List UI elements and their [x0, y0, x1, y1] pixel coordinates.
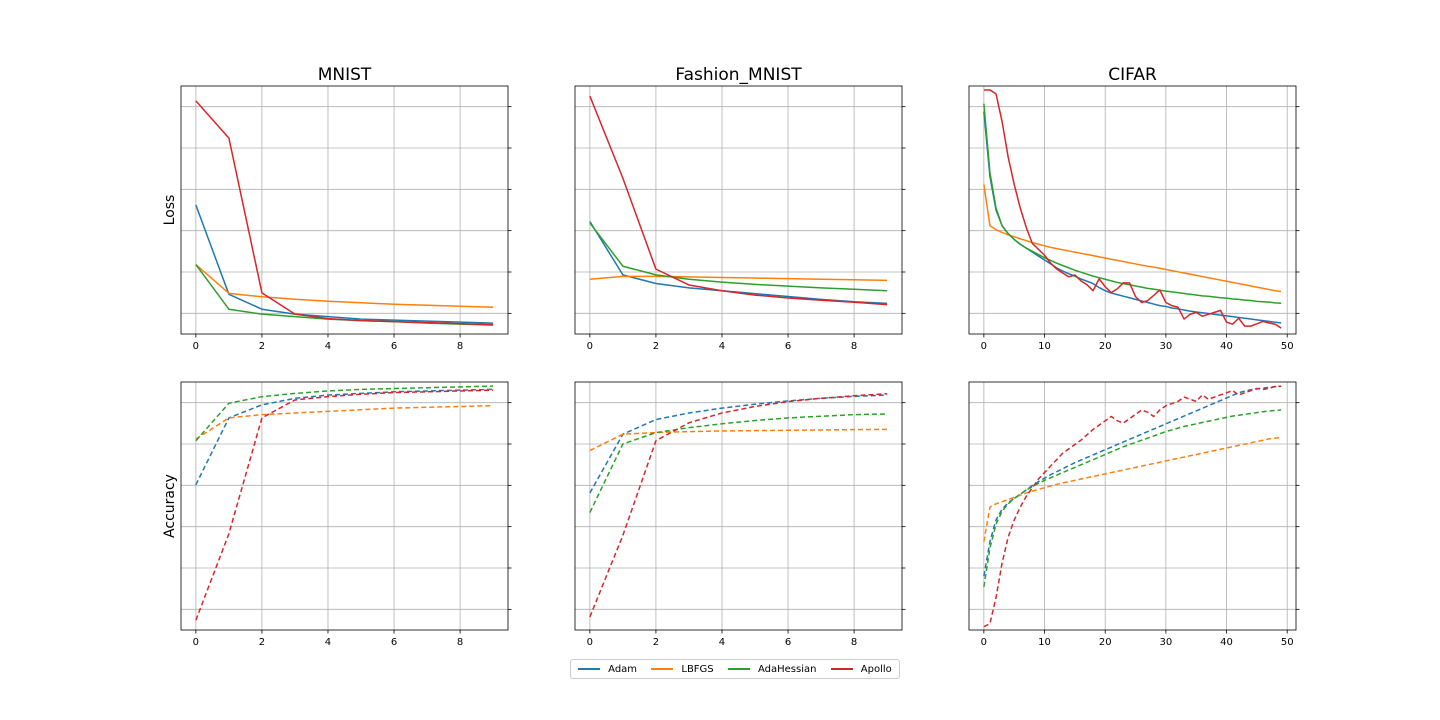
x-tick-label: 40: [1220, 341, 1233, 352]
legend-swatch-lbfgs: [651, 668, 674, 670]
legend-entry-adam: Adam: [578, 664, 637, 675]
title-mnist: MNIST: [318, 65, 372, 85]
legend-swatch-apollo: [830, 668, 853, 670]
x-tick-label: 10: [1038, 637, 1051, 648]
panel-fashion-mnist-loss: 0 2 4 6 8: [574, 85, 906, 352]
legend-entry-lbfgs: LBFGS: [651, 663, 714, 675]
panel-mnist-accuracy: 0 2 4 6 8: [180, 381, 512, 648]
series-line-adahessian-accuracy: [195, 385, 494, 442]
x-tick-label: 2: [653, 341, 659, 352]
legend-label-apollo: Apollo: [860, 663, 892, 675]
x-tick-label: 10: [1038, 341, 1051, 352]
legend-swatch-adam: [578, 668, 601, 670]
series-line-lbfgs-loss: [195, 263, 494, 308]
panel-cifar-accuracy: 0 10 20 30 40 50: [968, 381, 1300, 648]
x-tick-label: 6: [785, 637, 791, 648]
axes-frame: [968, 381, 1297, 631]
x-tick-label: 8: [851, 341, 857, 352]
series-line-lbfgs-accuracy: [195, 404, 494, 440]
x-tick-label: 0: [587, 341, 593, 352]
series-line-adahessian-loss: [983, 103, 1282, 305]
series-line-apollo-loss: [589, 95, 888, 306]
legend-swatch-adahessian: [727, 668, 750, 670]
legend-label-lbfgs: LBFGS: [681, 663, 714, 675]
axes-frame: [574, 381, 903, 631]
legend-label-adam: Adam: [608, 663, 638, 675]
x-tick-label: 50: [1281, 341, 1294, 352]
series-line-apollo-accuracy: [983, 385, 1282, 628]
x-tick-label: 30: [1160, 341, 1173, 352]
legend-entry-apollo: Apollo: [830, 663, 892, 675]
x-tick-label: 20: [1099, 637, 1112, 648]
x-tick-label: 0: [981, 341, 987, 352]
x-tick-label: 0: [587, 637, 593, 648]
x-tick-label: 0: [193, 341, 199, 352]
x-tick-label: 2: [653, 637, 659, 648]
series-line-lbfgs-loss: [983, 184, 1282, 293]
x-tick-label: 40: [1220, 637, 1233, 648]
series-line-lbfgs-loss: [589, 275, 888, 282]
x-tick-label: 2: [259, 637, 265, 648]
row-label-accuracy: Accuracy: [162, 474, 178, 538]
series-line-adam-accuracy: [983, 385, 1282, 577]
legend: Adam LBFGS AdaHessian Apollo: [570, 659, 900, 679]
axes-frame: [574, 85, 903, 335]
series-line-adam-loss: [589, 221, 888, 305]
title-fashion-mnist: Fashion_MNIST: [675, 65, 802, 85]
legend-entry-adahessian: AdaHessian: [727, 663, 817, 675]
x-tick-label: 4: [325, 341, 331, 352]
x-tick-label: 4: [719, 341, 725, 352]
series-line-lbfgs-accuracy: [983, 436, 1282, 542]
series-line-apollo-loss: [195, 100, 494, 326]
x-tick-label: 6: [785, 341, 791, 352]
series-line-adahessian-accuracy: [589, 413, 888, 513]
series-line-adam-loss: [195, 204, 494, 324]
x-tick-label: 0: [981, 637, 987, 648]
panel-cifar-loss: 0 10 20 30 40 50: [968, 85, 1300, 352]
x-tick-label: 8: [851, 637, 857, 648]
series-line-adahessian-loss: [589, 222, 888, 292]
x-tick-label: 8: [457, 637, 463, 648]
x-tick-label: 6: [391, 637, 397, 648]
x-tick-label: 4: [719, 637, 725, 648]
x-tick-label: 20: [1099, 341, 1112, 352]
x-tick-label: 4: [325, 637, 331, 648]
series-line-adam-loss: [983, 111, 1282, 324]
series-line-apollo-accuracy: [589, 393, 888, 618]
panel-fashion-mnist-accuracy: 0 2 4 6 8: [574, 381, 906, 648]
title-cifar: CIFAR: [1108, 65, 1157, 85]
axes-frame: [968, 85, 1297, 335]
x-tick-label: 30: [1160, 637, 1173, 648]
legend-label-adahessian: AdaHessian: [757, 663, 817, 675]
series-line-apollo-accuracy: [195, 389, 494, 621]
series-line-adam-accuracy: [589, 394, 888, 494]
row-label-loss: Loss: [162, 195, 178, 226]
x-tick-label: 2: [259, 341, 265, 352]
axes-frame: [180, 85, 509, 335]
axes-frame: [180, 381, 509, 631]
x-tick-label: 6: [391, 341, 397, 352]
x-tick-label: 8: [457, 341, 463, 352]
series-line-lbfgs-accuracy: [589, 428, 888, 452]
series-line-apollo-loss: [983, 89, 1282, 329]
x-tick-label: 0: [193, 637, 199, 648]
panel-mnist-loss: 0 2 4 6 8: [180, 85, 512, 352]
series-line-adam-accuracy: [195, 388, 494, 486]
x-tick-label: 50: [1281, 637, 1294, 648]
series-line-adahessian-accuracy: [983, 409, 1282, 587]
